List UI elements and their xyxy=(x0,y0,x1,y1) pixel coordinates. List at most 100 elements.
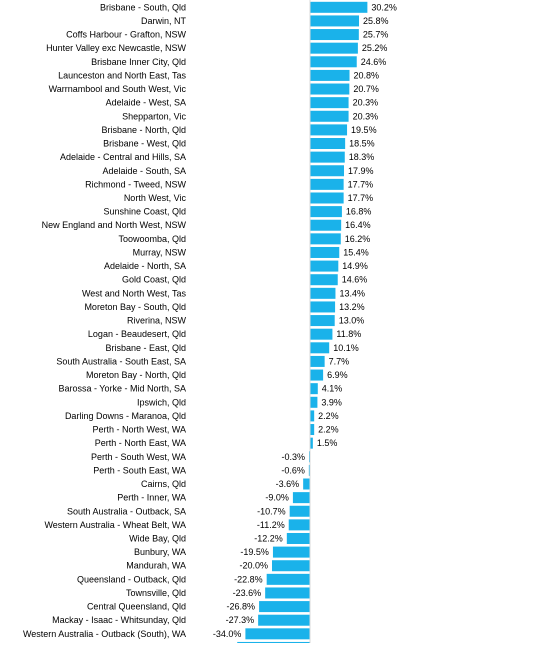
bar xyxy=(310,246,340,258)
category-label: Barossa - Yorke - Mid North, SA xyxy=(58,384,186,394)
data-label: 24.6% xyxy=(361,57,387,67)
bar xyxy=(310,56,357,68)
data-label: 30.2% xyxy=(371,2,397,12)
bar xyxy=(258,614,310,626)
category-label: Perth - South West, WA xyxy=(91,452,186,462)
bar xyxy=(303,478,310,490)
bar xyxy=(288,519,310,531)
category-label: North West, Vic xyxy=(124,193,187,203)
category-label: Adelaide - Central and Hills, SA xyxy=(60,152,186,162)
bar xyxy=(310,138,346,150)
category-label: Toowoomba, Qld xyxy=(118,234,186,244)
data-label: 17.9% xyxy=(348,166,374,176)
category-label: Queensland - Outback, Qld xyxy=(77,574,186,584)
category-label: South Australia - Outback, SA xyxy=(67,506,186,516)
category-label: Hunter Valley exc Newcastle, NSW xyxy=(46,43,186,53)
data-label: 16.2% xyxy=(345,234,371,244)
data-label: 18.5% xyxy=(349,139,375,149)
bar xyxy=(310,233,341,245)
data-label: -10.7% xyxy=(257,506,286,516)
bar xyxy=(310,274,338,286)
data-label: -0.6% xyxy=(281,465,305,475)
bar xyxy=(310,315,335,327)
bar xyxy=(245,628,310,640)
category-label: Wide Bay, Qld xyxy=(129,533,186,543)
data-label: 16.8% xyxy=(346,207,372,217)
category-label: Western Australia - Wheat Belt, WA xyxy=(44,520,186,530)
bar xyxy=(310,328,333,340)
category-label: Launceston and North East, Tas xyxy=(58,70,186,80)
bar xyxy=(310,206,342,218)
category-labels: Brisbane - South, Qld Darwin, NT Coffs Har… xyxy=(23,2,187,648)
bar xyxy=(266,573,310,585)
data-label: 2.2% xyxy=(318,411,339,421)
category-label: South Australia - South East, SA xyxy=(56,356,186,366)
data-label: -27.3% xyxy=(226,615,255,625)
bar xyxy=(310,192,344,204)
category-label: Richmond - Tweed, NSW xyxy=(85,179,186,189)
bar xyxy=(292,492,310,504)
category-label: Ipswich, Qld xyxy=(137,397,186,407)
bar xyxy=(310,260,339,272)
bar xyxy=(310,355,325,367)
bar xyxy=(310,97,349,109)
data-label: 3.9% xyxy=(321,397,342,407)
bar xyxy=(265,587,310,599)
data-label: -23.6% xyxy=(233,588,262,598)
category-label: Sunshine Coast, Qld xyxy=(103,207,186,217)
data-label: 25.2% xyxy=(362,43,388,53)
category-label: Shepparton, Vic xyxy=(122,111,186,121)
category-label: West and North West, Tas xyxy=(82,288,187,298)
bar xyxy=(310,383,318,395)
category-label: Riverina, NSW xyxy=(127,316,187,326)
data-label: 20.3% xyxy=(353,111,379,121)
category-label: Warrnambool and South West, Vic xyxy=(49,84,187,94)
bar xyxy=(310,1,368,13)
bar xyxy=(272,546,310,558)
category-label: Adelaide - West, SA xyxy=(106,98,186,108)
bar xyxy=(310,165,345,177)
bar xyxy=(289,505,310,517)
data-label: -11.2% xyxy=(257,520,285,530)
bar xyxy=(310,437,313,449)
data-label: 20.7% xyxy=(353,84,379,94)
category-label: Logan - Beaudesert, Qld xyxy=(88,329,186,339)
category-label: Perth - South East, WA xyxy=(93,465,186,475)
category-label: Perth - North West, WA xyxy=(92,425,186,435)
category-label: Central Queensland, Qld xyxy=(87,602,186,612)
bar xyxy=(310,396,318,408)
data-label: 13.4% xyxy=(339,288,365,298)
category-label: Moreton Bay - South, Qld xyxy=(84,302,186,312)
category-label: Perth - North East, WA xyxy=(95,438,186,448)
data-label: 25.8% xyxy=(363,16,389,26)
data-label: 4.1% xyxy=(322,384,343,394)
bar xyxy=(310,342,330,354)
category-label: Darling Downs - Maranoa, Qld xyxy=(65,411,186,421)
data-label: -9.0% xyxy=(265,493,289,503)
category-label: Coffs Harbour - Grafton, NSW xyxy=(66,30,186,40)
data-label: 6.9% xyxy=(327,370,348,380)
category-label: Mackay - Isaac - Whitsunday, Qld xyxy=(52,615,186,625)
category-label: Brisbane - West, Qld xyxy=(103,139,186,149)
category-label: Adelaide - South, SA xyxy=(102,166,186,176)
category-label: Perth - Inner, WA xyxy=(117,493,186,503)
data-label: 20.3% xyxy=(353,98,379,108)
bar xyxy=(310,219,342,231)
bar xyxy=(310,424,315,436)
bar xyxy=(272,560,310,572)
bar xyxy=(310,301,336,313)
category-label: Western Australia - Outback (South), WA xyxy=(23,629,186,639)
bar xyxy=(286,532,310,544)
data-label: -0.3% xyxy=(281,452,305,462)
data-label: 14.6% xyxy=(342,275,368,285)
data-label: 13.0% xyxy=(339,316,365,326)
bar xyxy=(310,410,315,422)
data-label: 17.7% xyxy=(348,193,374,203)
data-label: 18.3% xyxy=(349,152,375,162)
data-label: 19.5% xyxy=(351,125,377,135)
bar xyxy=(259,601,310,613)
data-label: -26.8% xyxy=(227,602,256,612)
bar xyxy=(310,83,350,95)
data-label: -34.0% xyxy=(213,629,242,639)
